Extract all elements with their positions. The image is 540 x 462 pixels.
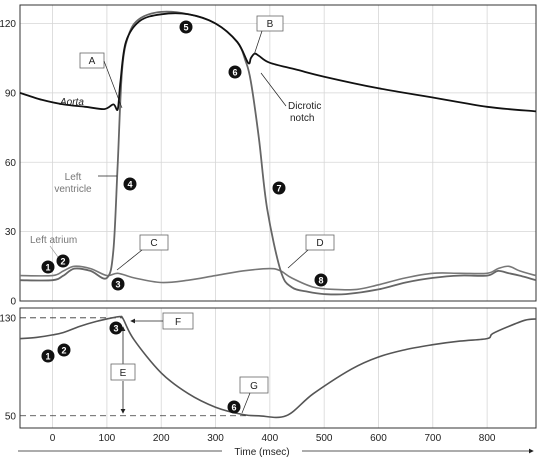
x-tick-label: 700: [424, 433, 441, 444]
svg-text:3: 3: [115, 280, 120, 290]
callout-B-box: [256, 15, 284, 32]
bottom-y-tick-label: 130: [0, 313, 16, 324]
top-y-tick-label: 120: [0, 19, 16, 30]
top-series: [19, 10, 537, 296]
svg-text:1: 1: [45, 352, 50, 362]
bottom-yticks: 50 130: [0, 313, 16, 422]
svg-text:6: 6: [232, 68, 237, 78]
marker-6-bottom: 6: [227, 400, 241, 414]
marker-3-top: 3: [111, 277, 125, 291]
callout-G: G: [239, 376, 269, 414]
top-chart-frame: [19, 4, 537, 302]
numbered-markers: 1 2 3 4 5 6 7 8 1 2 3 6: [41, 20, 328, 414]
dicrotic-notch-leader: [260, 72, 287, 107]
callout-C: C: [116, 234, 169, 271]
svg-text:7: 7: [276, 184, 281, 194]
marker-5-top: 5: [179, 20, 193, 34]
top-y-tick-label: 0: [10, 297, 16, 308]
callout-B-leader: [253, 30, 263, 56]
top-y-tick-label: 90: [5, 88, 17, 99]
aorta-label: Aorta: [59, 97, 84, 108]
left-ventricle-label: Left ventricle: [54, 172, 117, 195]
x-tick-label: 400: [262, 433, 279, 444]
top-yticks: 0 30 60 90 120: [0, 19, 16, 308]
marker-8-top: 8: [314, 273, 328, 287]
aorta-line: [19, 12, 537, 113]
callout-F-text: F: [175, 317, 181, 328]
left-ventricle-line: [19, 10, 537, 296]
x-tick-label: 600: [370, 433, 387, 444]
callout-B-text: B: [267, 19, 274, 30]
marker-1-bottom: 1: [41, 349, 55, 363]
dicrotic-notch-line2: notch: [290, 113, 314, 124]
callout-D-box: [305, 234, 335, 251]
callout-D-leader: [287, 249, 309, 269]
svg-text:2: 2: [60, 257, 65, 267]
callout-D-text: D: [316, 238, 323, 249]
bottom-reference-lines: [20, 317, 259, 417]
marker-1-top: 1: [41, 260, 55, 274]
callout-C-box: [139, 234, 169, 251]
callout-A-text: A: [89, 56, 96, 67]
x-axis-label: Time (msec): [234, 447, 289, 458]
callout-C-leader: [116, 249, 143, 271]
x-ticks: 0 100 200 300 400 500 600 700 800: [50, 433, 496, 444]
bottom-chart: 50 130: [0, 307, 537, 429]
svg-text:3: 3: [113, 324, 118, 334]
callout-E: E: [110, 326, 136, 414]
bottom-series: [19, 315, 537, 419]
dicrotic-notch-label: Dicrotic notch: [260, 72, 321, 124]
top-chart: 0 30 60 90 120: [0, 4, 537, 308]
callout-G-box: [239, 376, 269, 394]
top-y-tick-label: 30: [5, 227, 17, 238]
x-tick-label: 200: [153, 433, 170, 444]
top-grid: [20, 5, 536, 301]
top-y-tick-label: 60: [5, 158, 17, 169]
callout-A: A: [79, 52, 123, 109]
marker-2-top: 2: [56, 254, 70, 268]
svg-text:5: 5: [183, 23, 188, 33]
callout-E-text: E: [120, 368, 127, 379]
marker-7-top: 7: [272, 181, 286, 195]
dicrotic-notch-line1: Dicrotic: [288, 101, 321, 112]
x-tick-label: 500: [316, 433, 333, 444]
callout-F: F: [130, 312, 194, 330]
callout-E-box: [110, 363, 136, 381]
left-ventricle-label-line2: ventricle: [54, 184, 92, 195]
callout-C-text: C: [150, 238, 157, 249]
callout-B: B: [253, 15, 284, 56]
left-atrium-line: [19, 265, 537, 291]
x-tick-label: 800: [479, 433, 496, 444]
svg-text:8: 8: [318, 276, 323, 286]
volume-line: [19, 315, 537, 419]
left-ventricle-label-line1: Left: [65, 172, 82, 183]
callout-A-box: [79, 52, 105, 69]
callout-G-text: G: [250, 381, 258, 392]
callout-G-leader: [241, 392, 251, 414]
svg-text:1: 1: [45, 263, 50, 273]
marker-6-top: 6: [228, 65, 242, 79]
x-axis: Time (msec): [18, 447, 534, 458]
left-atrium-label: Left atrium: [30, 235, 77, 246]
marker-4-top: 4: [123, 177, 137, 191]
callout-D: D: [287, 234, 335, 269]
svg-text:2: 2: [61, 346, 66, 356]
svg-text:4: 4: [127, 180, 132, 190]
x-tick-label: 300: [207, 433, 224, 444]
marker-2-bottom: 2: [57, 343, 71, 357]
x-tick-label: 0: [50, 433, 56, 444]
x-tick-label: 100: [99, 433, 116, 444]
bottom-grid: [52, 308, 488, 428]
bottom-y-tick-label: 50: [5, 411, 17, 422]
bottom-chart-frame: [19, 307, 537, 429]
left-atrium-leader: [49, 245, 59, 258]
marker-3-bottom: 3: [109, 321, 123, 335]
svg-text:6: 6: [231, 403, 236, 413]
callout-A-leader: [103, 60, 123, 109]
